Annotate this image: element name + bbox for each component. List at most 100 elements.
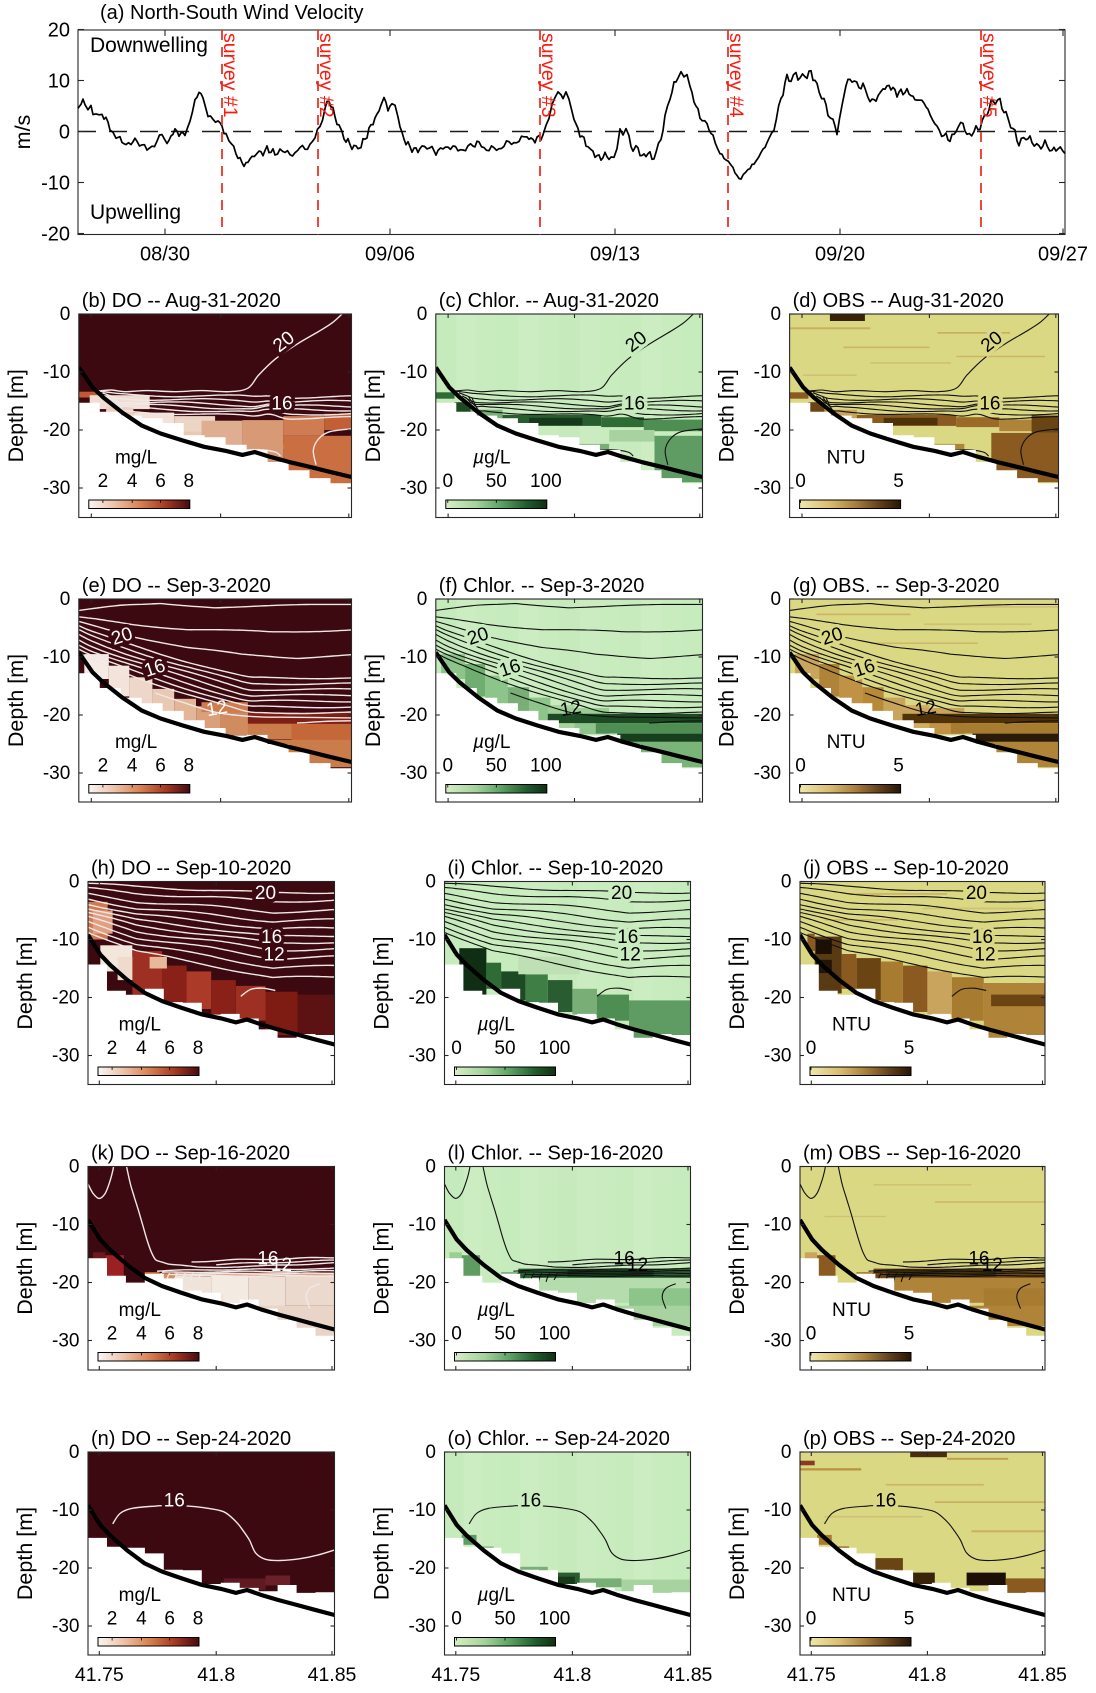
svg-text:6: 6 xyxy=(164,1609,175,1630)
svg-text:4: 4 xyxy=(136,1324,147,1345)
svg-text:0: 0 xyxy=(443,471,454,492)
svg-text:0: 0 xyxy=(451,1038,462,1059)
svg-text:16: 16 xyxy=(624,394,645,415)
svg-text:Depth [m]: Depth [m] xyxy=(370,1507,394,1600)
svg-text:-10: -10 xyxy=(409,930,436,951)
svg-text:µg/L: µg/L xyxy=(472,732,510,753)
svg-text:-10: -10 xyxy=(764,1215,791,1236)
svg-text:Depth [m]: Depth [m] xyxy=(13,1507,37,1600)
svg-text:0: 0 xyxy=(451,1324,462,1345)
svg-text:-30: -30 xyxy=(754,478,781,499)
svg-text:(b) DO -- Aug-31-2020: (b) DO -- Aug-31-2020 xyxy=(82,290,281,312)
svg-text:mg/L: mg/L xyxy=(119,1585,161,1606)
svg-text:-20: -20 xyxy=(43,705,70,726)
svg-text:-30: -30 xyxy=(764,1046,791,1067)
svg-text:8: 8 xyxy=(193,1609,204,1630)
svg-text:Depth [m]: Depth [m] xyxy=(725,936,749,1029)
svg-text:5: 5 xyxy=(893,471,904,492)
svg-text:(n) DO -- Sep-24-2020: (n) DO -- Sep-24-2020 xyxy=(91,1428,291,1450)
svg-text:(l) Chlor. -- Sep-16-2020: (l) Chlor. -- Sep-16-2020 xyxy=(448,1143,664,1165)
svg-text:4: 4 xyxy=(136,1038,147,1059)
svg-text:50: 50 xyxy=(494,1038,515,1059)
svg-text:(k) DO -- Sep-16-2020: (k) DO -- Sep-16-2020 xyxy=(91,1143,290,1165)
svg-text:2: 2 xyxy=(107,1609,118,1630)
svg-text:-20: -20 xyxy=(754,705,781,726)
svg-text:16: 16 xyxy=(968,1249,989,1270)
svg-text:-20: -20 xyxy=(400,705,427,726)
svg-text:(a) North-South Wind Velocity: (a) North-South Wind Velocity xyxy=(100,2,363,24)
svg-text:-30: -30 xyxy=(400,763,427,784)
svg-text:12: 12 xyxy=(205,697,229,721)
svg-text:µg/L: µg/L xyxy=(477,1015,515,1036)
svg-text:Depth [m]: Depth [m] xyxy=(725,1507,749,1600)
svg-text:4: 4 xyxy=(136,1609,147,1630)
svg-text:12: 12 xyxy=(620,944,641,965)
svg-text:12: 12 xyxy=(914,697,938,721)
svg-text:NTU: NTU xyxy=(832,1300,871,1321)
svg-text:16: 16 xyxy=(261,927,282,948)
svg-text:mg/L: mg/L xyxy=(119,1015,161,1036)
svg-text:12: 12 xyxy=(982,1255,1003,1276)
svg-text:100: 100 xyxy=(539,1324,571,1345)
svg-text:12: 12 xyxy=(264,944,285,965)
svg-text:-10: -10 xyxy=(764,1500,791,1521)
svg-text:100: 100 xyxy=(530,756,562,777)
svg-text:20: 20 xyxy=(611,883,632,904)
svg-text:2: 2 xyxy=(107,1324,118,1345)
svg-text:0: 0 xyxy=(60,589,71,610)
svg-text:-20: -20 xyxy=(764,1273,791,1294)
svg-text:16: 16 xyxy=(617,927,638,948)
svg-text:mg/L: mg/L xyxy=(115,732,157,753)
svg-text:-20: -20 xyxy=(764,988,791,1009)
svg-text:Depth [m]: Depth [m] xyxy=(361,654,385,747)
svg-text:0: 0 xyxy=(806,1609,817,1630)
svg-text:-20: -20 xyxy=(43,420,70,441)
svg-text:0: 0 xyxy=(795,471,806,492)
svg-text:0: 0 xyxy=(781,872,792,893)
svg-text:100: 100 xyxy=(539,1609,571,1630)
svg-text:8: 8 xyxy=(193,1324,204,1345)
svg-text:survey #3: survey #3 xyxy=(537,33,559,118)
svg-text:20: 20 xyxy=(255,883,276,904)
svg-text:09/27: 09/27 xyxy=(1038,244,1088,266)
svg-text:16: 16 xyxy=(164,1491,185,1512)
svg-text:09/20: 09/20 xyxy=(815,244,865,266)
svg-text:mg/L: mg/L xyxy=(119,1300,161,1321)
svg-text:(f) Chlor. -- Sep-3-2020: (f) Chlor. -- Sep-3-2020 xyxy=(439,575,645,597)
svg-text:16: 16 xyxy=(271,394,292,415)
svg-text:-10: -10 xyxy=(409,1215,436,1236)
svg-text:-20: -20 xyxy=(409,1558,436,1579)
svg-text:-30: -30 xyxy=(52,1331,79,1352)
svg-text:Depth [m]: Depth [m] xyxy=(725,1222,749,1315)
svg-text:0: 0 xyxy=(781,1442,792,1463)
svg-text:Depth [m]: Depth [m] xyxy=(370,936,394,1029)
svg-text:(h) DO -- Sep-10-2020: (h) DO -- Sep-10-2020 xyxy=(91,858,291,880)
svg-text:survey #5: survey #5 xyxy=(978,33,1000,118)
svg-text:6: 6 xyxy=(155,756,166,777)
svg-text:8: 8 xyxy=(193,1038,204,1059)
svg-text:(c) Chlor. -- Aug-31-2020: (c) Chlor. -- Aug-31-2020 xyxy=(439,290,659,312)
svg-text:NTU: NTU xyxy=(827,732,866,753)
svg-text:41.75: 41.75 xyxy=(787,1664,836,1686)
svg-text:2: 2 xyxy=(107,1038,118,1059)
svg-text:survey #2: survey #2 xyxy=(315,33,337,118)
svg-text:(g) OBS. -- Sep-3-2020: (g) OBS. -- Sep-3-2020 xyxy=(793,575,1000,597)
svg-text:-20: -20 xyxy=(764,1558,791,1579)
svg-text:-30: -30 xyxy=(43,763,70,784)
svg-text:-20: -20 xyxy=(52,988,79,1009)
svg-text:0: 0 xyxy=(59,122,70,144)
svg-text:5: 5 xyxy=(904,1324,915,1345)
svg-text:10: 10 xyxy=(48,71,70,93)
svg-text:Upwelling: Upwelling xyxy=(90,201,181,224)
svg-text:survey #4: survey #4 xyxy=(725,33,747,118)
svg-text:-30: -30 xyxy=(52,1046,79,1067)
svg-text:50: 50 xyxy=(486,471,507,492)
svg-text:(o) Chlor. -- Sep-24-2020: (o) Chlor. -- Sep-24-2020 xyxy=(448,1428,670,1450)
svg-text:-20: -20 xyxy=(754,420,781,441)
svg-text:-10: -10 xyxy=(409,1500,436,1521)
svg-text:4: 4 xyxy=(127,756,138,777)
svg-text:0: 0 xyxy=(425,1157,436,1178)
svg-text:100: 100 xyxy=(530,471,562,492)
svg-text:5: 5 xyxy=(893,756,904,777)
svg-text:20: 20 xyxy=(48,20,70,42)
